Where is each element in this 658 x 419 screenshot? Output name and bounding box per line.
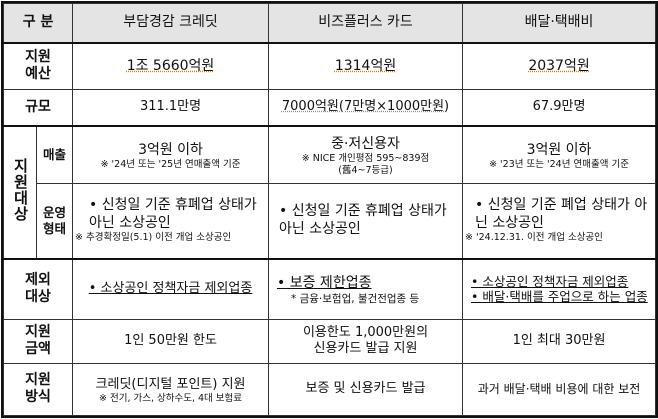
amount-credit: 1인 50만원 한도 xyxy=(72,318,270,364)
header-category: 구 분 xyxy=(2,3,74,44)
scale-delivery: 67.9만명 xyxy=(462,88,657,127)
method-card: 보증 및 신용카드 발급 xyxy=(268,362,464,416)
target-label-text: 지원대상 xyxy=(11,157,30,222)
operation-credit-main: • 신청일 기준 휴폐업 상태가 아닌 소상공인 xyxy=(89,197,257,231)
operation-row: 운영 형태 • 신청일 기준 휴폐업 상태가 아닌 소상공인 ※ 추경확정일(5.… xyxy=(3,182,657,260)
excluded-label: 제외 대상 xyxy=(2,258,74,320)
method-credit-note: ※ 전기, 가스, 상하수도, 4대 보험료 xyxy=(98,393,243,405)
method-credit-main: 크레딧(디지털 포인트) 지원 xyxy=(95,376,246,392)
sales-card-main: 중·저신용자 xyxy=(331,135,400,152)
operation-delivery-note: ※ '24.12.31. 이전 개업 소상공인 xyxy=(465,232,603,244)
method-credit: 크레딧(디지털 포인트) 지원 ※ 전기, 가스, 상하수도, 4대 보험료 xyxy=(72,362,270,416)
sales-credit: 3억원 이하 ※ '24년 또는 '25년 연매출액 기준 xyxy=(72,125,270,184)
method-label: 지원 방식 xyxy=(2,362,74,416)
amount-label: 지원 금액 xyxy=(2,318,74,364)
method-row: 지원 방식 크레딧(디지털 포인트) 지원 ※ 전기, 가스, 상하수도, 4대 … xyxy=(2,362,657,416)
budget-card: 1314억원 xyxy=(268,42,464,90)
scale-credit: 311.1만명 xyxy=(72,88,270,127)
sales-label: 매출 xyxy=(35,125,74,184)
amount-row: 지원 금액 1인 50만원 한도 이용한도 1,000만원의 신용카드 발급 지… xyxy=(2,318,657,364)
operation-delivery: • 신청일 기준 폐업 상태가 아닌 소상공인 ※ '24.12.31. 이전 개… xyxy=(462,182,657,260)
header-delivery: 배달·택배비 xyxy=(462,3,657,44)
header-bizplus-card: 비즈플러스 카드 xyxy=(268,3,464,44)
sales-card: 중·저신용자 ※ NICE 개인평점 595~839점 (舊4~7등급) xyxy=(268,125,464,184)
excluded-delivery: • 소상공인 정책자금 제외업종 • 배달·택배를 주업으로 하는 업종 xyxy=(462,258,657,320)
operation-label: 운영 형태 xyxy=(35,182,74,260)
sales-delivery-main: 3억원 이하 xyxy=(526,141,592,158)
header-credit: 부담경감 크레딧 xyxy=(72,3,270,44)
budget-label: 지원 예산 xyxy=(2,42,74,90)
sales-delivery: 3억원 이하 ※ '23년 또는 '24년 연매출액 기준 xyxy=(462,125,657,184)
budget-row: 지원 예산 1조 5660억원 1314억원 2037억원 xyxy=(2,42,657,90)
method-delivery: 과거 배달·택배 비용에 대한 보전 xyxy=(462,362,657,416)
scale-row: 규모 311.1만명 7000억원(7만명×1000만원) 67.9만명 xyxy=(2,88,657,127)
amount-delivery: 1인 최대 30만원 xyxy=(462,318,657,364)
operation-credit: • 신청일 기준 휴폐업 상태가 아닌 소상공인 ※ 추경확정일(5.1) 이전 … xyxy=(72,182,270,260)
sales-card-note: ※ NICE 개인평점 595~839점 xyxy=(301,153,430,165)
amount-card: 이용한도 1,000만원의 신용카드 발급 지원 xyxy=(268,318,464,364)
operation-credit-note: ※ 추경확정일(5.1) 이전 개업 소상공인 xyxy=(75,232,232,244)
sales-delivery-note: ※ '23년 또는 '24년 연매출액 기준 xyxy=(489,159,629,171)
excluded-card: • 보증 제한업종 * 금융·보험업, 불건전업종 등 xyxy=(268,258,464,320)
sales-row: 지원대상 매출 3억원 이하 ※ '24년 또는 '25년 연매출액 기준 중·저… xyxy=(3,125,657,260)
target-label: 지원대상 xyxy=(3,125,37,260)
operation-card: • 신청일 기준 휴폐업 상태가 아닌 소상공인 xyxy=(268,182,464,260)
budget-delivery: 2037억원 xyxy=(462,42,657,90)
sales-credit-note: ※ '24년 또는 '25년 연매출액 기준 xyxy=(100,159,241,171)
excluded-delivery-main: • 소상공인 정책자금 제외업종 xyxy=(471,273,629,289)
sales-card-note2: (舊4~7등급) xyxy=(338,165,393,176)
excluded-row: 제외 대상 • 소상공인 정책자금 제외업종 • 보증 제한업종 * 금융·보험업… xyxy=(2,258,657,320)
excluded-delivery-b: • 배달·택배를 주업으로 하는 업종 xyxy=(471,289,648,305)
header-row: 구 분 부담경감 크레딧 비즈플러스 카드 배달·택배비 xyxy=(2,3,657,44)
operation-delivery-main: • 신청일 기준 폐업 상태가 아닌 소상공인 xyxy=(475,197,648,231)
excluded-card-main: • 보증 제한업종 xyxy=(277,275,372,292)
excluded-credit: • 소상공인 정책자금 제외업종 xyxy=(72,258,270,320)
sales-credit-main: 3억원 이하 xyxy=(138,141,203,158)
budget-credit: 1조 5660억원 xyxy=(72,42,270,90)
operation-card-main: • 신청일 기준 휴폐업 상태가 아닌 소상공인 xyxy=(279,203,447,237)
scale-card: 7000억원(7만명×1000만원) xyxy=(268,88,464,127)
excluded-card-note: * 금융·보험업, 불건전업종 등 xyxy=(291,292,420,305)
scale-label: 규모 xyxy=(2,88,74,127)
